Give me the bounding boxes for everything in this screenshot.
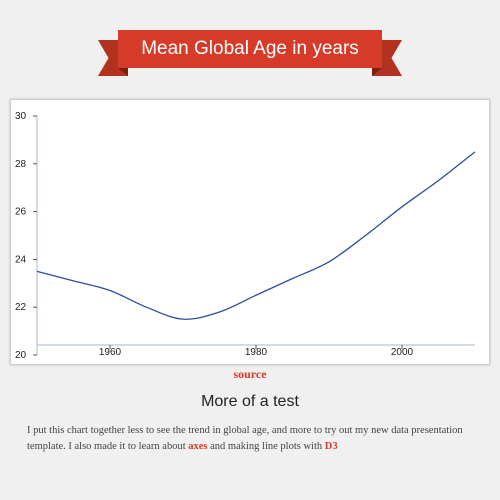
line-chart: 20 22 24 26 28 30 1960 1980 2000 [15,111,476,361]
y-tick-label: 26 [15,207,27,218]
d3-link[interactable]: D3 [324,441,338,452]
description-text-1: I put this chart together less to see th… [27,425,463,452]
series-line [36,151,476,320]
x-tick-label: 1960 [99,347,122,358]
axes-link[interactable]: axes [188,441,208,452]
description-paragraph: I put this chart together less to see th… [27,423,487,455]
ribbon-fold-left [118,68,128,76]
x-tick-label: 1980 [245,347,268,358]
section-subtitle: More of a test [201,393,299,410]
y-tick-label: 24 [15,254,27,265]
ribbon-fold-right [372,68,382,76]
description-text-2: and making line plots with [207,441,325,452]
y-tick-label: 30 [15,111,27,122]
title-ribbon: Mean Global Age in years [98,30,402,78]
source-link[interactable]: source [233,367,267,381]
y-tick-label: 28 [15,159,27,170]
x-tick-label: 2000 [391,347,414,358]
y-tick-label: 22 [15,302,27,313]
chart-panel: 20 22 24 26 28 30 1960 1980 2000 [10,99,490,365]
y-tick-label: 20 [15,350,27,361]
page-title: Mean Global Age in years [118,30,382,68]
